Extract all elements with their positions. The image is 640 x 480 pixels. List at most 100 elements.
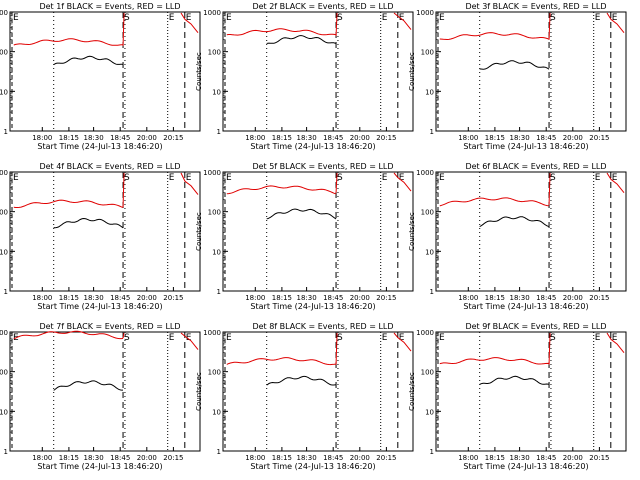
panel-5-lld-post-series bbox=[393, 172, 412, 192]
panel-3-ylabel: Counts/sec bbox=[408, 52, 416, 91]
panel-7-ytick-label: 10 bbox=[0, 408, 8, 416]
panel-9-xtick-label: 18:00 bbox=[458, 454, 478, 462]
panel-1-ytick-label: 10 bbox=[0, 88, 8, 96]
panel-5-xtick-label: 20:00 bbox=[350, 294, 370, 302]
panel-1-xtick-label: 18:15 bbox=[59, 134, 79, 142]
panel-4-lld-spike bbox=[122, 172, 125, 208]
panel-1-xtick-label: 18:45 bbox=[110, 134, 130, 142]
panel-7-marker-label: E bbox=[169, 333, 175, 343]
panel-3-ytick-label: 10 bbox=[425, 88, 434, 96]
panel-6-title: Det 6f BLACK = Events, RED = LLD bbox=[465, 162, 606, 171]
panel-9-lld-series bbox=[439, 357, 550, 365]
panel-1-marker-label: E bbox=[186, 13, 192, 23]
panel-5-marker-label: E bbox=[399, 173, 405, 183]
panel-8-ytick-label: 1000 bbox=[203, 329, 221, 337]
panel-9-xlabel: Start Time (24-Jul-13 18:46:20) bbox=[463, 462, 588, 471]
panel-7-xtick-label: 20:15 bbox=[163, 454, 183, 462]
panel-5-lld-spike bbox=[335, 172, 338, 193]
panel-1-xtick-label: 20:00 bbox=[137, 134, 157, 142]
panel-7-marker-label: S bbox=[124, 333, 130, 343]
panel-6-xtick-label: 18:15 bbox=[485, 294, 505, 302]
panel-6-ytick-label: 10 bbox=[425, 248, 434, 256]
panel-6-xtick-label: 18:00 bbox=[458, 294, 478, 302]
panel-2-xtick-label: 18:15 bbox=[272, 134, 292, 142]
panel-1-lld-spike bbox=[122, 12, 125, 46]
panel-5-ytick-label: 1 bbox=[217, 288, 221, 296]
panel-5-xtick-label: 18:30 bbox=[297, 294, 317, 302]
panel-1-title: Det 1f BLACK = Events, RED = LLD bbox=[39, 2, 180, 11]
panel-7-xtick-label: 18:15 bbox=[59, 454, 79, 462]
panel-8-xtick-label: 20:15 bbox=[376, 454, 396, 462]
panel-4-xtick-label: 20:15 bbox=[163, 294, 183, 302]
panel-6-xtick-label: 18:30 bbox=[510, 294, 530, 302]
panel-4-frame bbox=[9, 171, 201, 292]
panel-2-marker-label: E bbox=[382, 13, 388, 23]
panel-8-marker-label: S bbox=[337, 333, 343, 343]
panel-4-ytick-label: 1 bbox=[4, 288, 8, 296]
panel-3-xlabel: Start Time (24-Jul-13 18:46:20) bbox=[463, 142, 588, 151]
panel-9-lld-post-series bbox=[606, 332, 625, 354]
panel-5-marker-label: E bbox=[226, 173, 232, 183]
panel-8-lld-post-series bbox=[393, 332, 412, 352]
panel-4-xtick-label: 18:15 bbox=[59, 294, 79, 302]
panel-8-xlabel: Start Time (24-Jul-13 18:46:20) bbox=[250, 462, 375, 471]
panel-2-marker-label: E bbox=[226, 13, 232, 23]
panel-7-ytick-label: 1 bbox=[4, 448, 8, 456]
panel-4-xtick-label: 18:45 bbox=[110, 294, 130, 302]
panel-6-ylabel: Counts/sec bbox=[408, 212, 416, 251]
panel-2-lld-series bbox=[226, 28, 337, 36]
panel-3-xtick-label: 18:15 bbox=[485, 134, 505, 142]
panel-1-xtick-label: 20:15 bbox=[163, 134, 183, 142]
panel-6-lld-post-series bbox=[606, 172, 625, 194]
panel-3-title: Det 3f BLACK = Events, RED = LLD bbox=[465, 2, 606, 11]
panel-6-frame bbox=[435, 171, 627, 292]
panel-2-ylabel: Counts/sec bbox=[195, 52, 203, 91]
panel-9-ytick-label: 100 bbox=[421, 369, 434, 377]
panel-5-xtick-label: 18:00 bbox=[245, 294, 265, 302]
panel-2-marker-label: S bbox=[337, 13, 343, 23]
panel-8-marker-label: E bbox=[399, 333, 405, 343]
panel-3-marker-label: E bbox=[439, 13, 445, 23]
panel-1-ytick-label: 1 bbox=[4, 128, 8, 136]
panel-4-marker-label: E bbox=[13, 173, 19, 183]
panel-3-frame bbox=[435, 11, 627, 132]
panel-2-events-series bbox=[266, 35, 337, 45]
panel-5-events-series bbox=[266, 208, 337, 220]
panel-2-xtick-label: 20:15 bbox=[376, 134, 396, 142]
panel-8-lld-spike bbox=[335, 332, 338, 365]
panel-4-xlabel: Start Time (24-Jul-13 18:46:20) bbox=[37, 302, 162, 311]
panel-9-marker-label: E bbox=[595, 333, 601, 343]
panel-3-lld-series bbox=[439, 32, 550, 41]
panel-3-ytick-label: 1000 bbox=[416, 9, 434, 17]
panel-7-frame bbox=[9, 331, 201, 452]
panel-7-xtick-label: 20:00 bbox=[137, 454, 157, 462]
panel-2-lld-post-series bbox=[393, 12, 412, 30]
panel-2-title: Det 2f BLACK = Events, RED = LLD bbox=[252, 2, 393, 11]
panel-6-marker-label: E bbox=[612, 173, 618, 183]
panel-5-marker-label: E bbox=[382, 173, 388, 183]
panel-9-xtick-label: 20:15 bbox=[589, 454, 609, 462]
panel-9-marker-label: E bbox=[612, 333, 618, 343]
panel-3-ytick-label: 1 bbox=[430, 128, 434, 136]
panel-5-xtick-label: 20:15 bbox=[376, 294, 396, 302]
panel-6-xlabel: Start Time (24-Jul-13 18:46:20) bbox=[463, 302, 588, 311]
panel-7-xtick-label: 18:45 bbox=[110, 454, 130, 462]
panel-4-ytick-label: 100 bbox=[0, 209, 8, 217]
panel-9-marker-label: E bbox=[439, 333, 445, 343]
panel-7-ytick-label: 1000 bbox=[0, 329, 8, 337]
panel-1-ytick-label: 100 bbox=[0, 49, 8, 57]
panel-3-xtick-label: 20:15 bbox=[589, 134, 609, 142]
panel-6-marker-label: S bbox=[550, 173, 556, 183]
panel-4-title: Det 4f BLACK = Events, RED = LLD bbox=[39, 162, 180, 171]
panel-5-ylabel: Counts/sec bbox=[195, 212, 203, 251]
panel-5-ytick-label: 100 bbox=[208, 209, 221, 217]
panel-7-lld-series bbox=[13, 330, 124, 340]
panel-5-marker-label: S bbox=[337, 173, 343, 183]
panel-4-events-series bbox=[53, 217, 124, 229]
panel-4-lld-post-series bbox=[180, 172, 199, 195]
panel-1-lld-post-series bbox=[180, 12, 199, 34]
panel-5-xtick-label: 18:45 bbox=[323, 294, 343, 302]
panel-3-marker-label: E bbox=[612, 13, 618, 23]
panel-3-xtick-label: 18:30 bbox=[510, 134, 530, 142]
panel-5-xlabel: Start Time (24-Jul-13 18:46:20) bbox=[250, 302, 375, 311]
